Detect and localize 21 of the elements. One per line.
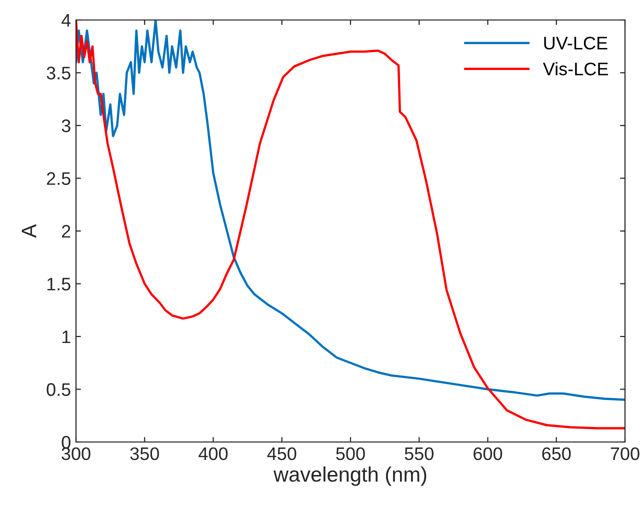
x-tick-label: 700 <box>610 447 640 460</box>
legend-label: Vis-LCE <box>542 62 608 76</box>
y-tick-label: 0.5 <box>46 383 70 396</box>
x-tick-label: 600 <box>474 447 502 460</box>
y-tick-label: 4 <box>62 14 71 27</box>
y-tick-label: 1.5 <box>47 278 70 290</box>
y-tick-label: 3.5 <box>46 66 70 80</box>
legend-label: UV-LCE <box>544 36 608 50</box>
y-tick-label: 2 <box>62 224 70 238</box>
x-tick-label: 450 <box>267 447 296 460</box>
x-tick-label: 350 <box>130 447 159 460</box>
y-tick-label: 1 <box>62 330 70 344</box>
x-axis-title: wavelength (nm) <box>273 466 426 486</box>
x-tick-label: 650 <box>542 447 571 460</box>
y-tick-label: 3 <box>62 119 70 132</box>
x-tick-label: 400 <box>198 447 228 460</box>
x-tick-label: 550 <box>404 447 434 460</box>
y-axis-title: A <box>22 224 36 238</box>
x-tick-label: 500 <box>336 447 365 460</box>
y-tick-label: 2.5 <box>46 172 70 185</box>
x-tick-label: 300 <box>62 447 90 460</box>
